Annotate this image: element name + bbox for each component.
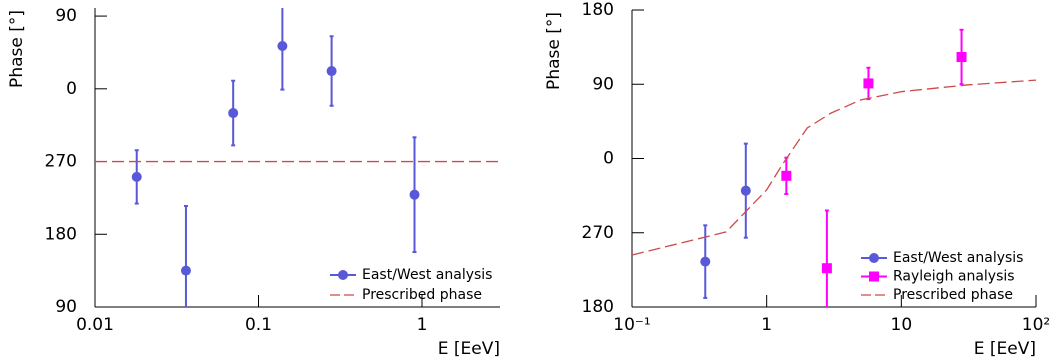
x-tick-label: 0.01 (76, 315, 114, 335)
y-tick-label: 0 (603, 149, 614, 169)
legend-label: East/West analysis (362, 267, 492, 283)
y-tick-label: 90 (55, 297, 77, 317)
x-tick-label: 10² (1022, 315, 1050, 335)
point (740, 185, 751, 196)
y-tick-label: 0 (66, 79, 77, 99)
x-tick-label: 10 (891, 315, 913, 335)
legend-label: Prescribed phase (362, 287, 482, 303)
y-tick-label: 270 (582, 223, 614, 243)
legend-label: Prescribed phase (893, 287, 1013, 303)
x-axis-title: E [EeV] (974, 339, 1036, 359)
point (131, 171, 142, 182)
y-tick-label: 180 (45, 224, 77, 244)
y-tick-label: 180 (582, 0, 614, 20)
plot-area (95, 8, 500, 307)
x-tick-label: 10⁻¹ (613, 315, 650, 335)
point (821, 263, 832, 274)
legend-swatch (869, 253, 879, 263)
legend-swatch (869, 271, 879, 282)
point (700, 256, 711, 267)
y-tick-label: 180 (582, 297, 614, 317)
y-tick-label: 90 (592, 74, 614, 94)
x-tick-label: 1 (761, 315, 772, 335)
point (277, 40, 288, 51)
point (409, 189, 420, 200)
y-tick-label: 90 (55, 6, 77, 26)
x-tick-label: 1 (417, 315, 428, 335)
y-tick-label: 270 (45, 152, 77, 172)
legend-label: East/West analysis (893, 250, 1023, 266)
point (228, 108, 239, 119)
y-axis-title: Phase [°] (7, 10, 27, 88)
point (326, 66, 337, 77)
point (781, 170, 792, 181)
point (863, 78, 874, 89)
plot-area (632, 28, 1036, 307)
x-tick-label: 0.1 (245, 315, 272, 335)
y-axis-title: Phase [°] (544, 12, 564, 90)
x-axis-title: E [EeV] (438, 339, 500, 359)
legend-swatch (338, 270, 348, 280)
point (180, 265, 191, 276)
point (956, 52, 967, 63)
prescribed-line (632, 79, 1036, 256)
legend-label: Rayleigh analysis (893, 269, 1015, 285)
